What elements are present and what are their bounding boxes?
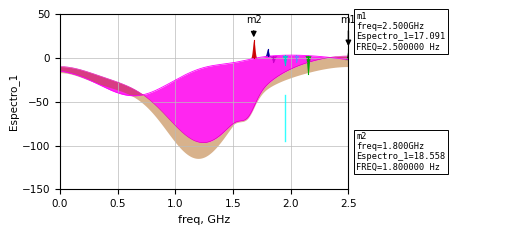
X-axis label: freq, GHz: freq, GHz <box>178 215 230 225</box>
Text: m2: m2 <box>246 15 262 36</box>
Text: m2
freq=1.800GHz
Espectro_1=18.558
FREQ=1.800000 Hz: m2 freq=1.800GHz Espectro_1=18.558 FREQ=… <box>356 132 446 172</box>
Text: m1: m1 <box>341 15 356 45</box>
Y-axis label: Espectro_1: Espectro_1 <box>8 73 19 130</box>
Text: m1
freq=2.500GHz
Espectro_1=17.091
FREQ=2.500000 Hz: m1 freq=2.500GHz Espectro_1=17.091 FREQ=… <box>356 12 446 52</box>
